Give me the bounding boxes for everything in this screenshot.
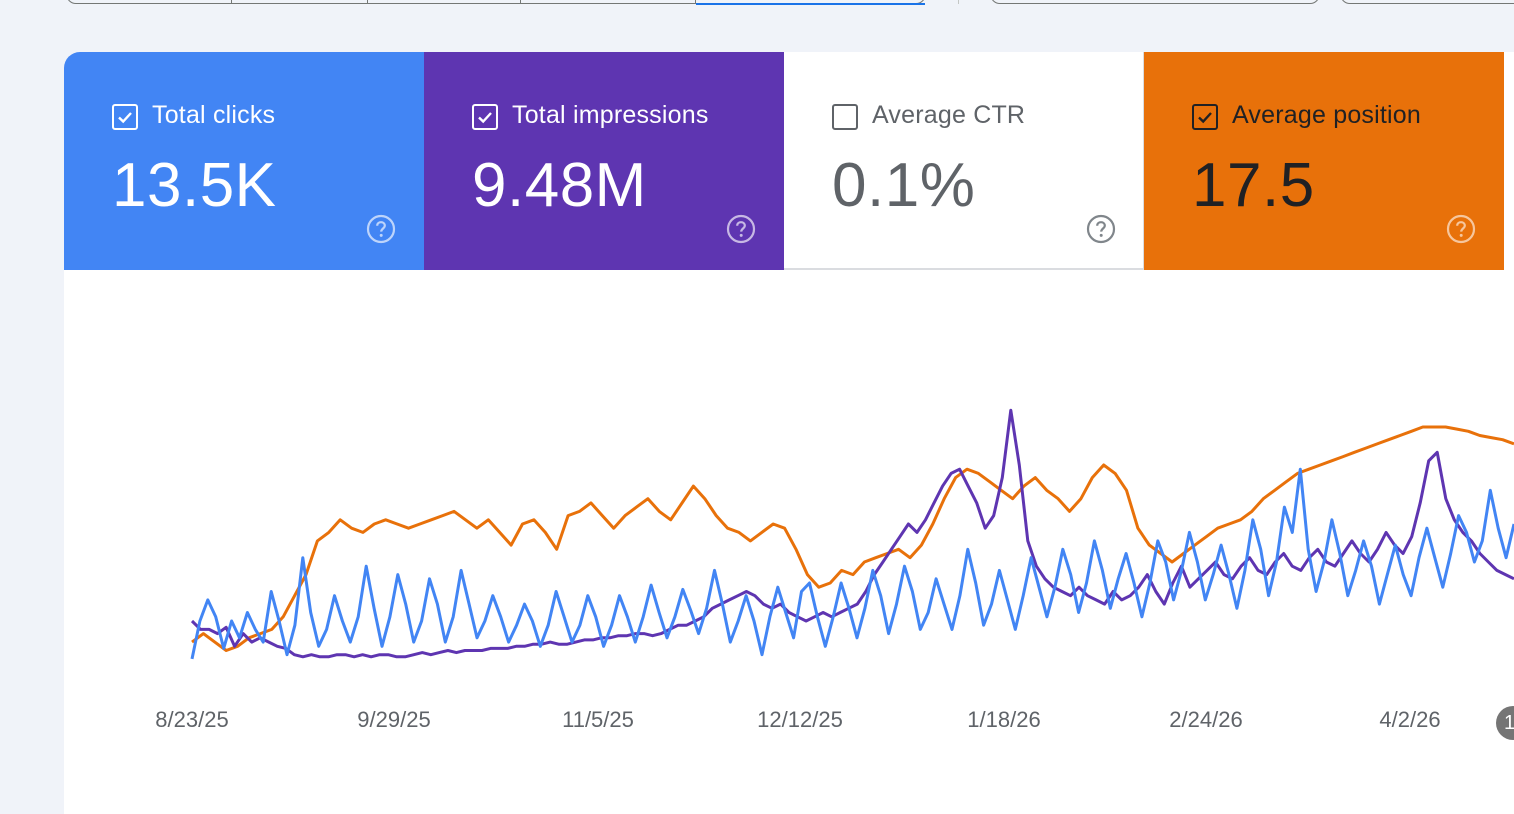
metric-cards: Total clicks 13.5K Total impressions 9.4… <box>64 52 1504 270</box>
help-circle-icon[interactable] <box>366 214 396 244</box>
metric-label: Total impressions <box>512 101 709 129</box>
help-circle-icon[interactable] <box>726 214 756 244</box>
help-circle-icon[interactable] <box>1086 214 1116 244</box>
date-filter-segment[interactable] <box>67 0 232 3</box>
date-filter-segment-active[interactable] <box>695 0 925 5</box>
checkbox-icon[interactable] <box>472 104 498 130</box>
metric-card-total-clicks[interactable]: Total clicks 13.5K <box>64 52 424 270</box>
x-tick-label: 4/2/26 <box>1379 707 1441 732</box>
date-filter-segmented[interactable] <box>66 0 926 5</box>
metric-label: Average CTR <box>872 101 1026 129</box>
date-filter-segment[interactable] <box>368 0 521 3</box>
help-circle-icon[interactable] <box>1446 214 1476 244</box>
metric-value: 0.1% <box>832 151 976 220</box>
filter-chip[interactable] <box>990 0 1320 4</box>
x-tick-label: 9/29/25 <box>357 707 431 732</box>
metric-card-average-ctr[interactable]: Average CTR 0.1% <box>784 52 1144 270</box>
metric-card-average-position[interactable]: Average position 17.5 <box>1144 52 1504 270</box>
checkbox-icon[interactable] <box>832 104 858 130</box>
toolbar-divider <box>958 0 959 4</box>
x-tick-label: 11/5/25 <box>562 707 634 732</box>
metric-label: Total clicks <box>152 101 276 129</box>
x-tick-label: 2/24/26 <box>1169 707 1243 732</box>
checkbox-icon[interactable] <box>1192 104 1218 130</box>
metric-value: 17.5 <box>1192 151 1315 220</box>
x-tick-label: 8/23/25 <box>155 707 229 732</box>
annotation-badge[interactable]: 1 <box>1496 706 1514 740</box>
x-tick-label: 1/18/26 <box>967 707 1041 732</box>
performance-panel: Total clicks 13.5K Total impressions 9.4… <box>64 52 1514 814</box>
checkbox-icon[interactable] <box>112 104 138 130</box>
metric-label: Average position <box>1232 101 1421 129</box>
x-tick-label: 12/12/25 <box>757 707 843 732</box>
metric-value: 9.48M <box>472 151 647 220</box>
date-filter-segment[interactable] <box>521 0 696 3</box>
date-filter-segment[interactable] <box>232 0 369 3</box>
metric-value: 13.5K <box>112 151 277 220</box>
metric-card-total-impressions[interactable]: Total impressions 9.48M <box>424 52 784 270</box>
filter-chip[interactable] <box>1340 0 1514 4</box>
